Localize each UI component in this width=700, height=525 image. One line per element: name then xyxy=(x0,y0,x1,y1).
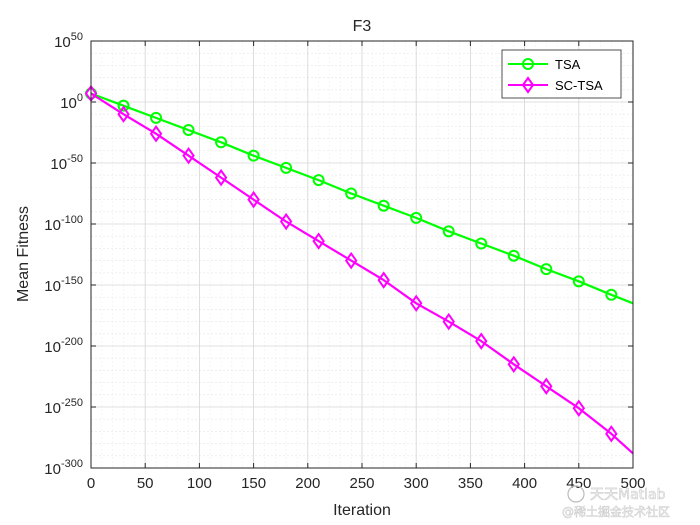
x-tick-label: 500 xyxy=(620,475,645,492)
x-tick-label: 350 xyxy=(458,475,483,492)
y-tick-label: 10-200 xyxy=(44,336,83,356)
legend-marker-tsa xyxy=(522,58,534,70)
data-point-tsa xyxy=(280,161,293,174)
series-sc-tsa xyxy=(84,84,634,455)
data-point-sc-tsa xyxy=(442,312,455,331)
x-tick-labels: 0 50 100 150 200 250 300 350 400 450 500 xyxy=(87,475,646,492)
y-tick-label: 10-250 xyxy=(44,397,83,417)
data-point-tsa xyxy=(572,275,585,288)
data-point-sc-tsa xyxy=(312,232,325,250)
legend: TSA SC-TSA xyxy=(501,49,622,99)
x-tick-label: 400 xyxy=(512,475,537,492)
watermark-line2: @稀土掘金技术社区 xyxy=(562,504,670,519)
data-point-tsa xyxy=(605,288,618,301)
data-point-tsa xyxy=(507,249,520,262)
legend-label-sc-tsa: SC-TSA xyxy=(555,78,603,93)
x-tick-label: 250 xyxy=(349,475,374,492)
y-tick-label: 10-100 xyxy=(44,214,83,234)
x-axis-title: Iteration xyxy=(333,502,391,519)
data-point-sc-tsa xyxy=(377,271,390,289)
chart-title: F3 xyxy=(353,18,372,35)
x-tick-label: 0 xyxy=(87,475,95,492)
data-point-tsa xyxy=(182,124,195,137)
x-tick-label: 100 xyxy=(187,475,212,492)
x-tick-label: 450 xyxy=(566,475,591,492)
data-point-sc-tsa xyxy=(247,190,260,209)
data-point-tsa xyxy=(345,187,358,200)
series-layer xyxy=(84,84,634,455)
data-point-tsa xyxy=(540,263,553,276)
data-point-sc-tsa xyxy=(182,146,195,165)
data-point-tsa xyxy=(117,99,130,112)
data-point-sc-tsa xyxy=(344,251,358,270)
data-point-tsa xyxy=(215,136,228,149)
y-axis-title: Mean Fitness xyxy=(15,206,32,302)
data-point-tsa xyxy=(150,111,163,124)
data-point-tsa xyxy=(312,174,325,187)
data-point-sc-tsa xyxy=(409,294,423,313)
watermark: 天天Matlab @稀土掘金技术社区 xyxy=(562,485,670,519)
data-point-tsa xyxy=(442,225,455,238)
y-tick-labels: 1050 100 10-50 10-100 10-150 10-200 10-250 10-3… xyxy=(44,31,83,478)
y-tick-label: 10-300 xyxy=(44,458,83,478)
tick-marks xyxy=(90,40,634,469)
legend-label-tsa: TSA xyxy=(555,57,581,72)
x-tick-label: 50 xyxy=(137,475,154,492)
data-point-tsa xyxy=(410,211,423,224)
y-tick-label: 1050 xyxy=(54,31,83,51)
data-point-tsa xyxy=(247,149,260,162)
data-point-sc-tsa xyxy=(540,377,553,395)
y-tick-label: 10-150 xyxy=(44,275,83,295)
data-point-sc-tsa xyxy=(279,212,293,231)
x-tick-label: 300 xyxy=(404,475,429,492)
data-point-sc-tsa xyxy=(117,105,130,123)
data-point-sc-tsa xyxy=(605,425,618,443)
legend-marker-sc-tsa xyxy=(521,76,535,94)
series-tsa xyxy=(85,87,634,305)
y-tick-label: 10-50 xyxy=(50,153,83,173)
y-tick-label: 100 xyxy=(60,92,83,112)
data-point-sc-tsa xyxy=(475,332,488,350)
data-point-tsa xyxy=(377,199,390,212)
data-point-sc-tsa xyxy=(214,168,228,187)
x-tick-label: 200 xyxy=(295,475,320,492)
legend-box xyxy=(501,49,622,99)
data-point-tsa xyxy=(475,237,488,250)
x-tick-label: 150 xyxy=(241,475,266,492)
data-point-sc-tsa xyxy=(572,399,586,417)
watermark-line1: 天天Matlab xyxy=(590,487,666,503)
series-line-sc-tsa xyxy=(90,92,634,455)
data-point-sc-tsa xyxy=(149,124,163,143)
data-point-sc-tsa xyxy=(507,355,520,374)
wechat-icon xyxy=(567,485,585,503)
